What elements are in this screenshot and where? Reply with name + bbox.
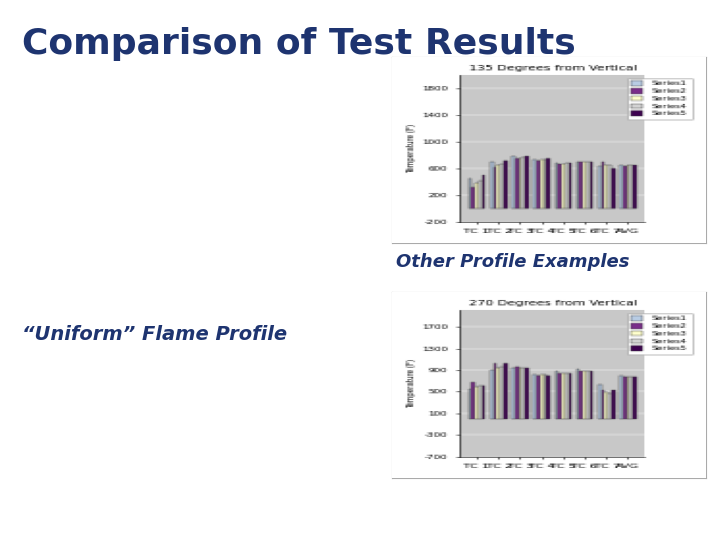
Text: “Uniform” Flame Profile: “Uniform” Flame Profile bbox=[22, 325, 287, 345]
Text: NexGen Burner for Seats: NexGen Burner for Seats bbox=[18, 495, 174, 505]
Text: IAMFTWG March 2011: IAMFTWG March 2011 bbox=[18, 518, 132, 528]
Text: Comparison of Test Results: Comparison of Test Results bbox=[22, 27, 575, 61]
Text: 12: 12 bbox=[675, 500, 702, 518]
Text: Other Profile Examples: Other Profile Examples bbox=[396, 253, 629, 271]
